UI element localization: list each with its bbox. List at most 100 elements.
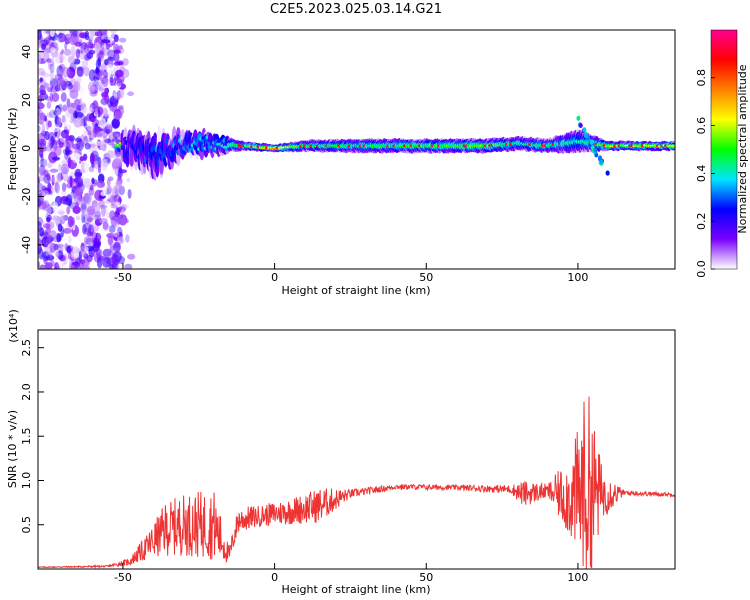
heatmap-cell (50, 47, 56, 53)
heatmap-cell (74, 107, 79, 112)
heatmap-cell (123, 219, 129, 224)
heatmap-cell (115, 207, 120, 216)
heatmap-cell (126, 177, 131, 183)
heatmap-cell (87, 209, 95, 215)
heatmap-cell (44, 130, 50, 141)
heatmap-cell (94, 31, 99, 37)
heatmap-cell (584, 133, 588, 139)
heatmap-cell (49, 63, 55, 74)
heatmap-cell (73, 177, 79, 183)
y-tick-label: -20 (20, 188, 33, 206)
colorbar: 0.0 0.2 0.4 0.6 0.8 Normalized spectral ampl… (695, 29, 749, 278)
heatmap-cell (97, 173, 105, 184)
heatmap-cell (56, 243, 65, 248)
spectrogram-frame (37, 29, 676, 270)
heatmap-cell (55, 251, 60, 257)
heatmap-cell (60, 226, 65, 238)
heatmap-cell (52, 145, 58, 150)
heatmap-cell (113, 90, 122, 101)
heatmap-cell (40, 231, 49, 236)
heatmap-cell (77, 177, 84, 188)
heatmap-cell (81, 60, 89, 68)
heatmap-cell (670, 144, 675, 147)
colorbar-frame (710, 29, 738, 270)
heatmap-cell (42, 220, 46, 226)
heatmap-cell (122, 58, 129, 66)
heatmap-cell (74, 80, 81, 93)
heatmap-cell (101, 47, 110, 56)
heatmap-cell (71, 256, 77, 262)
heatmap-cell (72, 143, 80, 150)
heatmap-cell (61, 160, 68, 167)
heatmap-cell (43, 174, 51, 184)
heatmap-cell (92, 69, 101, 74)
heatmap-cell (102, 257, 112, 268)
heatmap-cell (46, 58, 52, 63)
heatmap-cell (64, 33, 72, 44)
heatmap-cell (54, 139, 61, 145)
heatmap-cell (48, 138, 53, 148)
heatmap-cell (103, 58, 109, 65)
heatmap-cell (94, 202, 101, 212)
heatmap-cell (61, 166, 68, 179)
heatmap-cell (52, 214, 58, 224)
heatmap-cell (38, 182, 43, 194)
heatmap-cell (38, 221, 42, 232)
heatmap-cell (51, 174, 55, 186)
heatmap-cell (43, 83, 52, 92)
heatmap-cell (107, 49, 116, 59)
heatmap-cell (108, 263, 116, 269)
heatmap-cell (117, 174, 122, 181)
heatmap-cell (98, 165, 101, 174)
heatmap-cell (117, 214, 122, 225)
snr-x-ticks: -50 0 50 100 (114, 563, 588, 584)
heatmap-cell (63, 124, 72, 130)
heatmap-cell (87, 133, 95, 141)
heatmap-cell (113, 168, 119, 176)
heatmap-cell (85, 115, 92, 121)
heatmap-cell (82, 129, 88, 137)
heatmap-cell (59, 215, 66, 222)
heatmap-cell (67, 56, 76, 64)
heatmap-cell (62, 104, 68, 112)
heatmap-cell (97, 156, 102, 168)
heatmap-cell (605, 170, 610, 176)
heatmap-cell (78, 86, 85, 95)
heatmap-cell (69, 176, 73, 188)
heatmap-cell (116, 90, 121, 101)
heatmap-cell (117, 236, 125, 245)
heatmap-cell (56, 232, 61, 243)
heatmap-cell (582, 127, 587, 133)
heatmap-cell (66, 245, 72, 254)
heatmap-cell (73, 81, 79, 93)
y-tick-label: 40 (20, 45, 33, 59)
heatmap-cell (102, 221, 109, 230)
heatmap-cell (60, 163, 70, 175)
heatmap-cell (59, 51, 64, 64)
heatmap-cell (71, 152, 81, 164)
heatmap-cell (67, 83, 73, 90)
heatmap-cell (102, 256, 107, 268)
heatmap-cell (118, 105, 124, 110)
heatmap-cell (38, 182, 44, 193)
heatmap-cell (96, 180, 106, 188)
heatmap-cell (62, 157, 66, 168)
heatmap-cell (81, 160, 85, 172)
heatmap-cell (105, 128, 111, 135)
heatmap-cell (84, 30, 90, 41)
heatmap-cell (51, 175, 57, 183)
heatmap-cell (127, 91, 134, 96)
heatmap-cell (46, 112, 52, 118)
heatmap-cell (107, 157, 111, 165)
spectrogram-heatmap (38, 30, 675, 269)
heatmap-cell (53, 36, 60, 48)
heatmap-cell (88, 186, 95, 196)
heatmap-cell (45, 254, 55, 261)
heatmap-cell (91, 126, 100, 137)
heatmap-cell (88, 69, 96, 82)
heatmap-cell (38, 164, 46, 176)
heatmap-cell (55, 107, 61, 117)
heatmap-cell (599, 159, 604, 165)
heatmap-cell (106, 150, 116, 159)
heatmap-cell (38, 138, 43, 151)
